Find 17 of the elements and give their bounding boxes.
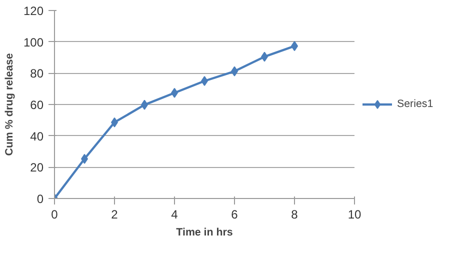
- y-axis-title: Cum % drug release: [3, 53, 16, 156]
- x-tick-label: 0: [51, 208, 58, 222]
- y-tick-label: 0: [36, 192, 44, 206]
- y-tick-label: 20: [30, 160, 44, 175]
- x-tick-label: 4: [171, 208, 178, 222]
- x-tick-label: 2: [111, 208, 118, 222]
- x-tick-label: 8: [291, 208, 298, 222]
- y-tick-label: 100: [23, 35, 44, 50]
- x-axis-title: Time in hrs: [176, 226, 233, 238]
- y-tick-label: 60: [30, 98, 44, 112]
- y-tick-label: 40: [30, 129, 44, 144]
- point: [201, 76, 208, 86]
- y-tick-label: 80: [30, 66, 44, 81]
- y-tick-label: 120: [23, 4, 44, 18]
- x-tick-label: 6: [231, 208, 238, 222]
- legend-label: Series1: [397, 98, 434, 110]
- x-tick-label: 10: [348, 208, 362, 222]
